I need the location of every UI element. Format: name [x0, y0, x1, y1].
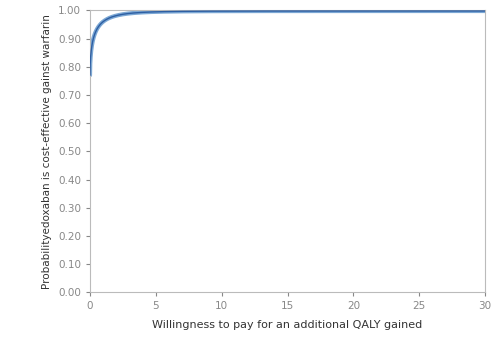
Y-axis label: Probabilityedoxaban is cost-effective gainst warfarin: Probabilityedoxaban is cost-effective ga…: [42, 14, 52, 289]
X-axis label: Willingness to pay for an additional QALY gained: Willingness to pay for an additional QAL…: [152, 320, 422, 330]
